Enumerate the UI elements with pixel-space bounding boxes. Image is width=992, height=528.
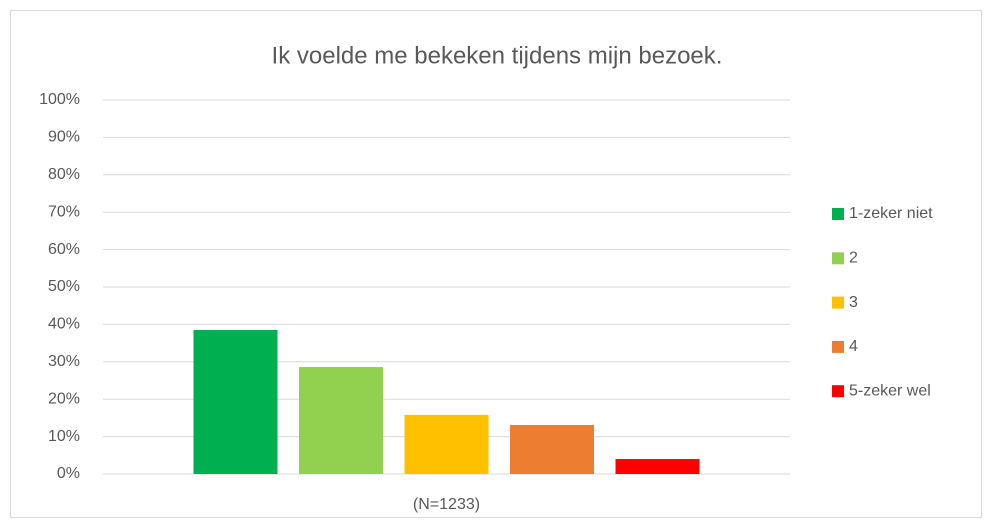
- bar: [404, 414, 489, 474]
- y-tick-label: 20%: [48, 390, 80, 407]
- y-tick-label: 90%: [48, 129, 80, 146]
- legend-label: 4: [849, 338, 858, 355]
- y-tick-label: 50%: [48, 278, 80, 295]
- legend-swatch: [832, 296, 844, 309]
- legend-label: 1-zeker niet: [849, 205, 933, 222]
- y-tick-label: 10%: [48, 428, 80, 445]
- y-tick-label: 60%: [48, 241, 80, 258]
- y-tick-label: 40%: [48, 316, 80, 333]
- legend-swatch: [832, 208, 844, 220]
- legend-label: 2: [849, 250, 858, 267]
- legend-swatch: [832, 340, 844, 353]
- bar: [299, 367, 383, 474]
- chart-border: [10, 10, 982, 518]
- legend-swatch: [832, 385, 844, 398]
- y-tick-label: 80%: [48, 166, 80, 183]
- bar: [510, 425, 594, 474]
- y-tick-label: 0%: [57, 465, 80, 482]
- y-tick-label: 100%: [39, 91, 80, 108]
- legend-swatch: [832, 252, 844, 265]
- chart-title: Ik voelde me bekeken tijdens mijn bezoek…: [272, 42, 723, 69]
- y-tick-label: 70%: [48, 203, 80, 220]
- legend-label: 5-zeker wel: [849, 382, 931, 399]
- x-tick-label: (N=1233): [413, 496, 480, 513]
- bar: [615, 459, 700, 474]
- bar: [193, 330, 278, 474]
- y-tick-label: 30%: [48, 353, 80, 370]
- legend-label: 3: [849, 294, 858, 311]
